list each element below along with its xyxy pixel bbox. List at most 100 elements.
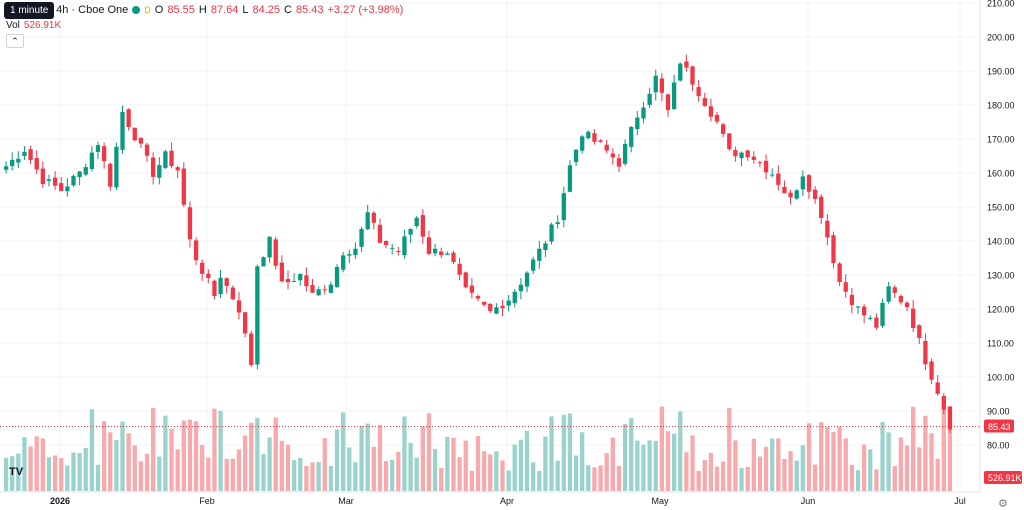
candle-body <box>151 157 156 177</box>
volume-bar <box>837 426 842 491</box>
volume-bar <box>549 416 554 491</box>
volume-bar <box>3 457 9 491</box>
candle-body <box>163 151 168 168</box>
candle-body <box>806 175 812 192</box>
volume-bar <box>365 423 370 491</box>
volume-bar <box>120 421 125 491</box>
y-tick-label: 140.00 <box>987 237 1015 247</box>
volume-bar <box>71 452 76 491</box>
volume-bar <box>825 426 830 491</box>
candle-body <box>812 189 818 199</box>
volume-bar <box>941 409 946 491</box>
candle-body <box>610 153 615 158</box>
candle-body <box>751 156 756 160</box>
y-tick-label: 100.00 <box>987 373 1015 383</box>
last-price-label: 85.43 <box>988 422 1011 432</box>
candle-body <box>714 114 720 122</box>
volume-bar <box>696 470 701 491</box>
candle-body <box>175 167 180 171</box>
volume-bar <box>310 462 315 491</box>
candle-body <box>647 93 652 105</box>
volume-bar <box>678 411 683 491</box>
volume-bar <box>494 451 499 491</box>
candle-body <box>365 212 370 230</box>
volume-bar <box>193 421 199 491</box>
volume-bar <box>291 460 297 491</box>
volume-bar <box>641 444 646 491</box>
volume-bar <box>65 465 70 491</box>
volume-bar <box>236 449 242 491</box>
candle-body <box>886 286 891 302</box>
volume-bar <box>671 433 677 491</box>
volume-bar <box>653 440 658 491</box>
candle-body <box>132 127 137 141</box>
volume-bar <box>573 455 579 491</box>
candle-body <box>10 159 15 167</box>
candle-body <box>494 307 499 314</box>
candle-body <box>635 117 640 130</box>
gear-icon[interactable]: ⚙ <box>998 498 1008 510</box>
collapse-legend-button[interactable]: ⌃ <box>6 34 24 48</box>
volume-value: 526.91K <box>23 20 62 31</box>
volume-bar <box>874 469 879 491</box>
candle-body <box>3 166 9 170</box>
volume-bar <box>316 462 321 491</box>
volume-bar <box>727 407 732 491</box>
volume-bar <box>457 457 462 491</box>
x-tick-label: 2026 <box>50 496 70 506</box>
volume-bar <box>347 447 352 491</box>
volume-bar <box>439 467 444 491</box>
candle-body <box>193 240 199 261</box>
candle-body <box>776 173 781 185</box>
candle-body <box>420 215 425 237</box>
candle-body <box>451 252 456 263</box>
volume-bar <box>414 457 419 491</box>
candle-body <box>880 302 885 326</box>
volume-bar <box>598 465 603 491</box>
volume-bar <box>586 465 591 491</box>
candle-body <box>911 308 916 329</box>
last-volume-label: 526.91K <box>988 473 1022 483</box>
volume-bar <box>616 465 622 491</box>
candle-body <box>868 317 873 319</box>
volume-bar <box>567 413 573 491</box>
volume-bar <box>690 435 695 491</box>
volume-bar <box>40 438 45 491</box>
volume-bar <box>665 431 671 491</box>
candle-body <box>598 140 603 143</box>
candle-body <box>573 149 579 162</box>
volume-bar <box>555 460 560 491</box>
candle-body <box>671 82 677 110</box>
last-price-tag <box>984 419 1014 433</box>
volume-bar <box>763 446 769 491</box>
volume-bar <box>819 422 824 491</box>
volume-bar <box>475 436 481 491</box>
volume-bar <box>101 421 107 491</box>
candle-body <box>561 193 566 221</box>
candle-body <box>291 281 297 283</box>
candle-body <box>475 296 481 299</box>
candle-body <box>59 183 64 191</box>
candle-body <box>144 144 150 156</box>
volume-bar <box>531 462 536 491</box>
last-volume-tag <box>984 471 1022 484</box>
volume-bar <box>757 456 763 491</box>
candle-body <box>653 75 658 93</box>
volume-bar <box>212 408 217 491</box>
candle-body <box>665 94 671 111</box>
volume-label: Vol <box>6 20 20 31</box>
volume-bar <box>800 445 805 491</box>
volume-bar <box>144 453 150 491</box>
candle-body <box>408 229 413 235</box>
candle-body <box>22 151 27 157</box>
volume-bar <box>341 412 346 491</box>
candle-body <box>83 167 88 175</box>
volume-bar <box>445 436 450 491</box>
volume-bar <box>580 432 585 491</box>
x-tick-label: May <box>651 496 669 506</box>
tradingview-logo-icon[interactable]: TV <box>9 466 24 478</box>
volume-bar <box>659 406 665 491</box>
volume-bar <box>880 421 885 491</box>
volume-bar <box>377 425 383 491</box>
